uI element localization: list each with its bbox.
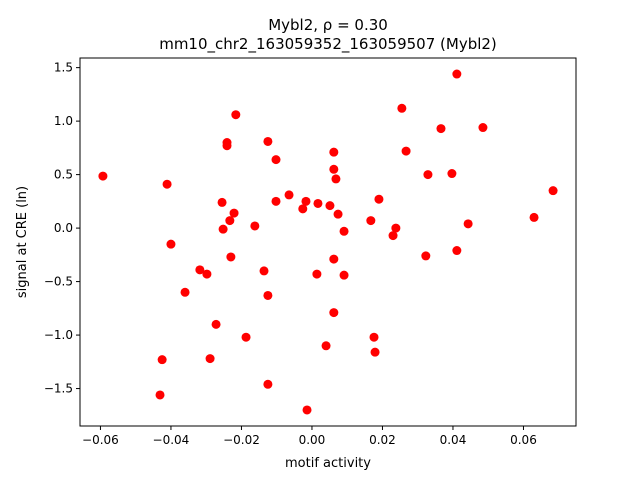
data-point (250, 221, 260, 231)
data-point (301, 196, 311, 206)
data-point (366, 216, 376, 226)
y-tick-label: 0.5 (54, 168, 73, 182)
data-point (263, 379, 273, 389)
data-point (241, 332, 251, 342)
x-tick-label: 0.00 (299, 433, 326, 447)
data-point (397, 103, 407, 113)
data-point (329, 164, 339, 174)
data-point (331, 174, 341, 184)
data-point (98, 171, 108, 181)
data-point (284, 190, 294, 200)
data-point (157, 355, 167, 365)
data-point (195, 265, 205, 275)
data-point (271, 155, 281, 165)
data-point (229, 208, 239, 218)
data-point (166, 239, 176, 249)
data-point (339, 270, 349, 280)
data-point (312, 269, 322, 279)
x-tick-label: 0.04 (440, 433, 467, 447)
x-tick-label: −0.04 (153, 433, 190, 447)
y-axis: −1.5 −1.0 −0.5 0.0 0.5 1.0 1.5 (44, 61, 80, 396)
y-tick-label: −1.5 (44, 382, 73, 396)
data-point (155, 390, 165, 400)
data-point (329, 147, 339, 157)
data-point (325, 201, 335, 211)
data-point (463, 219, 473, 229)
data-point (225, 216, 235, 226)
data-point (478, 123, 488, 133)
data-point (391, 223, 401, 233)
data-point (205, 354, 215, 364)
data-point (259, 266, 269, 276)
plot-frame (79, 57, 577, 427)
data-point (329, 308, 339, 318)
data-point (313, 198, 323, 208)
x-tick-label: 0.02 (369, 433, 396, 447)
y-tick-label: −0.5 (44, 275, 73, 289)
data-point (452, 69, 462, 79)
data-point (401, 146, 411, 156)
data-point (180, 287, 190, 297)
data-point (263, 290, 273, 300)
data-point (231, 110, 241, 120)
x-axis-label: motif activity (285, 456, 371, 471)
chart-subtitle: mm10_chr2_163059352_163059507 (Mybl2) (159, 35, 497, 54)
data-point (218, 224, 228, 234)
data-point (436, 124, 446, 134)
y-tick-label: −1.0 (44, 328, 73, 342)
data-point (202, 269, 212, 279)
data-point (263, 136, 273, 146)
x-tick-label: −0.02 (223, 433, 260, 447)
data-point (162, 179, 172, 189)
x-tick-label: −0.06 (82, 433, 119, 447)
data-point (226, 252, 236, 262)
data-point (339, 226, 349, 236)
data-point (423, 170, 433, 180)
data-point (529, 212, 539, 222)
data-point (211, 319, 221, 329)
data-point (222, 141, 232, 151)
data-point (452, 246, 462, 256)
data-point (388, 231, 398, 241)
y-tick-label: 1.5 (54, 61, 73, 75)
y-tick-label: 0.0 (54, 221, 73, 235)
data-point (329, 254, 339, 264)
data-point (217, 197, 227, 207)
y-axis-label: signal at CRE (ln) (15, 186, 30, 298)
data-point (447, 169, 457, 179)
data-points (98, 69, 558, 415)
y-tick-label: 1.0 (54, 114, 73, 128)
x-axis: −0.06 −0.04 −0.02 0.00 0.02 0.04 0.06 (82, 426, 537, 447)
chart-title: Mybl2, ρ = 0.30 (268, 16, 388, 34)
data-point (298, 204, 308, 214)
data-point (374, 194, 384, 204)
data-point (271, 196, 281, 206)
data-point (421, 251, 431, 261)
data-point (369, 332, 379, 342)
x-tick-label: 0.06 (510, 433, 537, 447)
data-point (370, 347, 380, 357)
data-point (548, 186, 558, 196)
data-point (302, 405, 312, 415)
data-point (333, 209, 343, 219)
data-point (321, 341, 331, 351)
